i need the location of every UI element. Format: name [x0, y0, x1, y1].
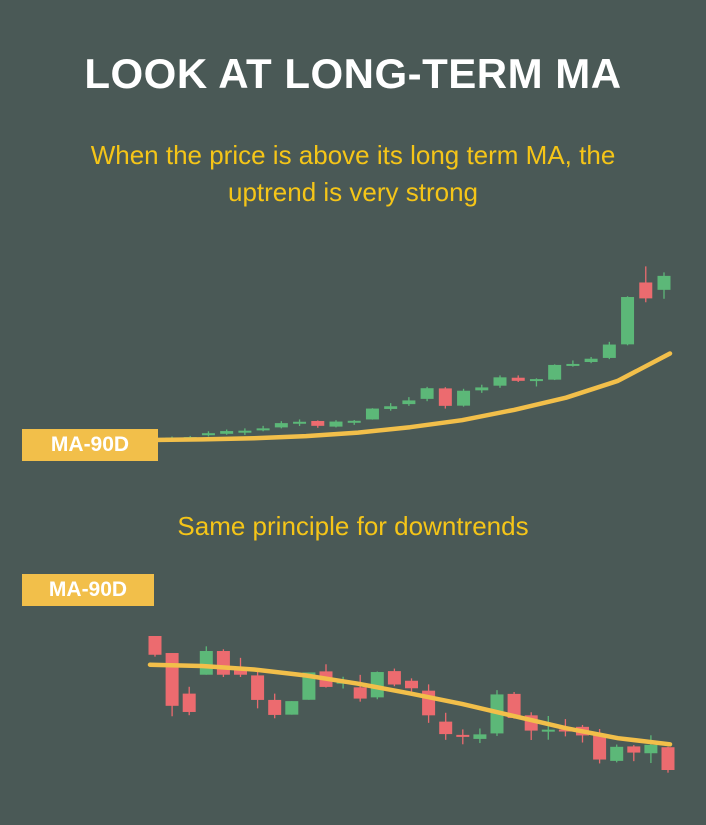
candle-bearish — [234, 668, 247, 675]
candle-bullish — [256, 428, 270, 431]
candle-bullish — [302, 672, 316, 700]
downtrend-candles — [148, 636, 675, 773]
candle-bullish — [621, 297, 635, 345]
candle-bearish — [456, 734, 470, 737]
candle-bullish — [475, 387, 489, 391]
candle-bearish — [507, 693, 521, 719]
page-title: LOOK AT LONG-TERM MA — [84, 50, 622, 97]
candle-bearish — [165, 653, 179, 706]
candle-bearish — [511, 377, 525, 381]
candle-bearish — [311, 420, 325, 426]
candle-bullish — [529, 379, 543, 382]
candle-bearish — [438, 388, 452, 406]
ma-90d-line-down — [147, 662, 673, 747]
candle-bearish — [387, 671, 401, 685]
downtrend-subtitle: Same principle for downtrends — [177, 511, 529, 541]
candle-bullish — [402, 400, 416, 405]
ma-90d-label-bottom: MA-90D — [22, 574, 154, 606]
candle-bearish — [182, 693, 196, 712]
candle-bearish — [251, 675, 265, 700]
candle-bullish — [199, 651, 213, 675]
candle-bearish — [268, 699, 282, 715]
ma-90d-label-top: MA-90D — [22, 429, 158, 461]
candle-bullish — [238, 430, 252, 433]
candle-bearish — [558, 729, 572, 732]
candle-bullish — [365, 408, 379, 420]
candle-bearish — [405, 680, 418, 689]
candle-bullish — [657, 275, 671, 290]
uptrend-candles — [165, 266, 671, 440]
candle-bullish — [274, 423, 288, 428]
candle-bullish — [347, 420, 361, 423]
candle-bullish — [201, 433, 215, 436]
uptrend-subtitle-text: When the price is above its long term MA… — [90, 140, 616, 207]
candle-bullish — [548, 364, 562, 380]
candle-bullish — [566, 363, 580, 366]
candle-bearish — [627, 746, 641, 753]
candle-bullish — [370, 672, 384, 698]
candle-bullish — [644, 744, 658, 754]
candle-bullish — [457, 390, 471, 406]
candle-bearish — [639, 282, 653, 299]
candle-bullish — [610, 746, 624, 761]
candle-bullish — [602, 344, 616, 358]
uptrend-subtitle: When the price is above its long term MA… — [0, 137, 706, 211]
candle-bullish — [293, 421, 307, 424]
candle-bullish — [384, 406, 398, 409]
candle-bearish — [439, 721, 453, 735]
candle-bullish — [220, 431, 234, 434]
candle-bearish — [353, 687, 367, 699]
candle-bullish — [420, 388, 434, 399]
candle-bearish — [661, 747, 675, 770]
ma-90d-line-up — [147, 351, 673, 443]
candle-bearish — [148, 636, 162, 655]
candle-bullish — [473, 734, 487, 739]
candle-bullish — [493, 377, 507, 386]
candle-bullish — [541, 729, 555, 732]
candle-bearish — [216, 651, 230, 675]
candle-bullish — [584, 358, 598, 363]
candle-bearish — [593, 734, 607, 760]
candle-bullish — [329, 421, 343, 427]
candle-bullish — [285, 701, 299, 715]
